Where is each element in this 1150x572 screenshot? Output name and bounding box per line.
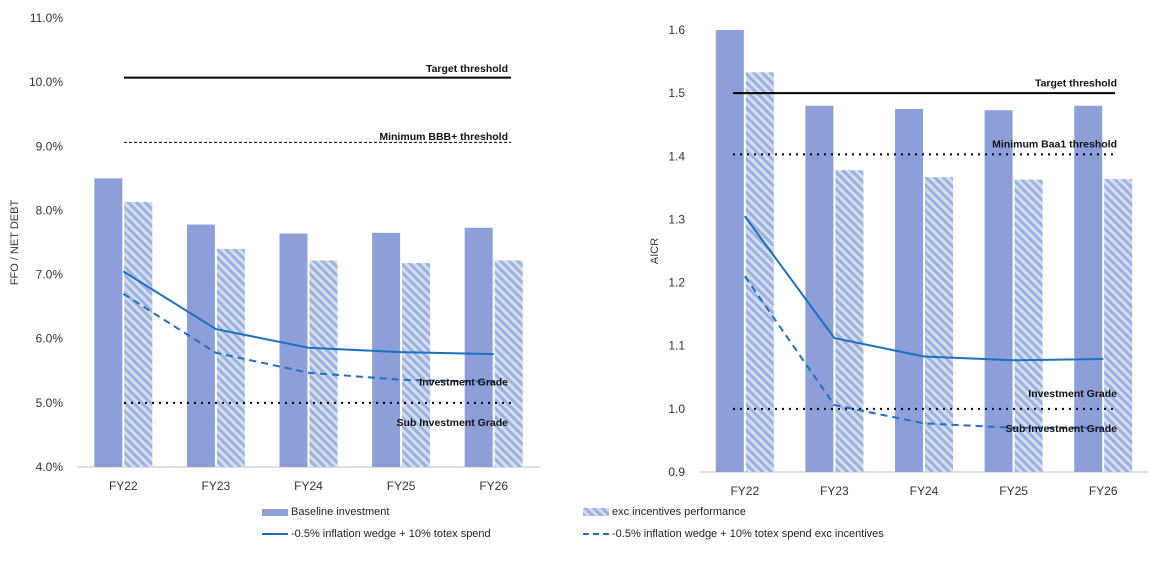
legend-label-baseline: Baseline investment [291,506,390,518]
bar-exc-incentives [1104,179,1133,472]
x-tick-label: FY22 [730,484,759,498]
bar-baseline [464,227,493,467]
legend-item-baseline: Baseline investment [262,506,389,518]
legend-item-wedge-exc: -0.5% inflation wedge + 10% totex spend … [583,528,884,540]
threshold-annotation: Minimum Baa1 threshold [992,139,1117,151]
x-tick-label: FY25 [999,484,1028,498]
y-tick-label: 6.0% [36,332,64,346]
y-tick-label: 7.0% [36,268,64,282]
y-tick-label: 10.0% [29,75,63,89]
series-line-wedge-exc [122,292,494,383]
bar-baseline [715,30,744,472]
threshold-annotation: Sub Investment Grade [397,417,509,429]
bar-exc-incentives [835,170,864,473]
y-tick-label: 9.0% [36,139,64,153]
y-tick-label: 1.4 [668,149,685,163]
series-line-wedge [743,215,1104,362]
bar-baseline [186,224,215,467]
y-tick-label: 1.6 [668,23,685,37]
y-tick-label: 4.0% [36,460,64,474]
threshold-annotation: Target threshold [426,63,508,75]
threshold-annotation: Sub Investment Grade [1006,423,1118,435]
bar-baseline [279,233,308,467]
bar-baseline [895,108,923,472]
y-tick-label: 8.0% [36,203,64,217]
legend-label-wedge: -0.5% inflation wedge + 10% totex spend [291,528,491,540]
legend-item-exc: exc incentives performance [583,506,746,518]
bar-baseline [805,105,834,473]
x-tick-label: FY24 [910,484,939,498]
y-tick-label: 0.9 [668,465,685,479]
x-tick-label: FY26 [479,479,508,493]
bar-baseline [1074,105,1103,473]
x-tick-label: FY23 [820,484,849,498]
x-tick-label: FY26 [1089,484,1118,498]
aicr-chart: 0.9 1.0 1.1 1.2 1.3 1.4 1.5 1.6 AICR FY22 FY23 FY24… [649,23,1148,498]
legend-label-wedge-exc: -0.5% inflation wedge + 10% totex spend … [612,528,884,540]
legend-swatch-baseline [262,508,288,516]
y-tick-label: 1.5 [668,86,685,100]
y-tick-label: 1.3 [668,212,685,226]
y-tick-label: 1.1 [668,339,685,353]
bar-baseline [372,232,401,467]
legend-item-wedge: -0.5% inflation wedge + 10% totex spend [262,528,491,540]
x-tick-label: FY24 [294,479,323,493]
bar-exc-incentives [402,263,431,467]
bar-exc-incentives [124,202,153,467]
y-tick-label: 5.0% [36,396,64,410]
bar-exc-incentives [1014,179,1043,473]
legend-swatch-wedge-exc [583,533,609,535]
series-line-wedge [122,270,494,356]
legend-label-exc: exc incentives performance [612,506,746,518]
threshold-annotation: Investment Grade [1028,388,1117,400]
bar-exc-incentives [925,177,953,472]
x-tick-label: FY25 [387,479,416,493]
x-tick-label: FY22 [109,479,138,493]
bar-baseline [94,178,123,467]
legend-swatch-wedge [262,533,288,535]
threshold-annotation: Investment Grade [419,377,508,389]
y-tick-label: 1.2 [668,276,685,290]
series-line-wedge-exc [743,275,1104,429]
legend-swatch-exc [583,508,609,516]
y-axis-label: AICR [649,238,661,264]
ffo-net-debt-chart: 4.0% 5.0% 6.0% 7.0% 8.0% 9.0% 10.0% 11.0% FFO / … [9,11,540,493]
y-tick-label: 1.0 [668,402,685,416]
bar-baseline [984,110,1013,472]
threshold-annotation: Minimum BBB+ threshold [379,131,508,143]
threshold-annotation: Target threshold [1035,77,1117,89]
bar-exc-incentives [494,260,523,467]
bar-exc-incentives [309,260,338,467]
y-tick-label: 11.0% [30,11,63,25]
y-axis-label: FFO / NET DEBT [9,200,21,286]
bar-exc-incentives [745,72,774,472]
x-tick-label: FY23 [202,479,231,493]
